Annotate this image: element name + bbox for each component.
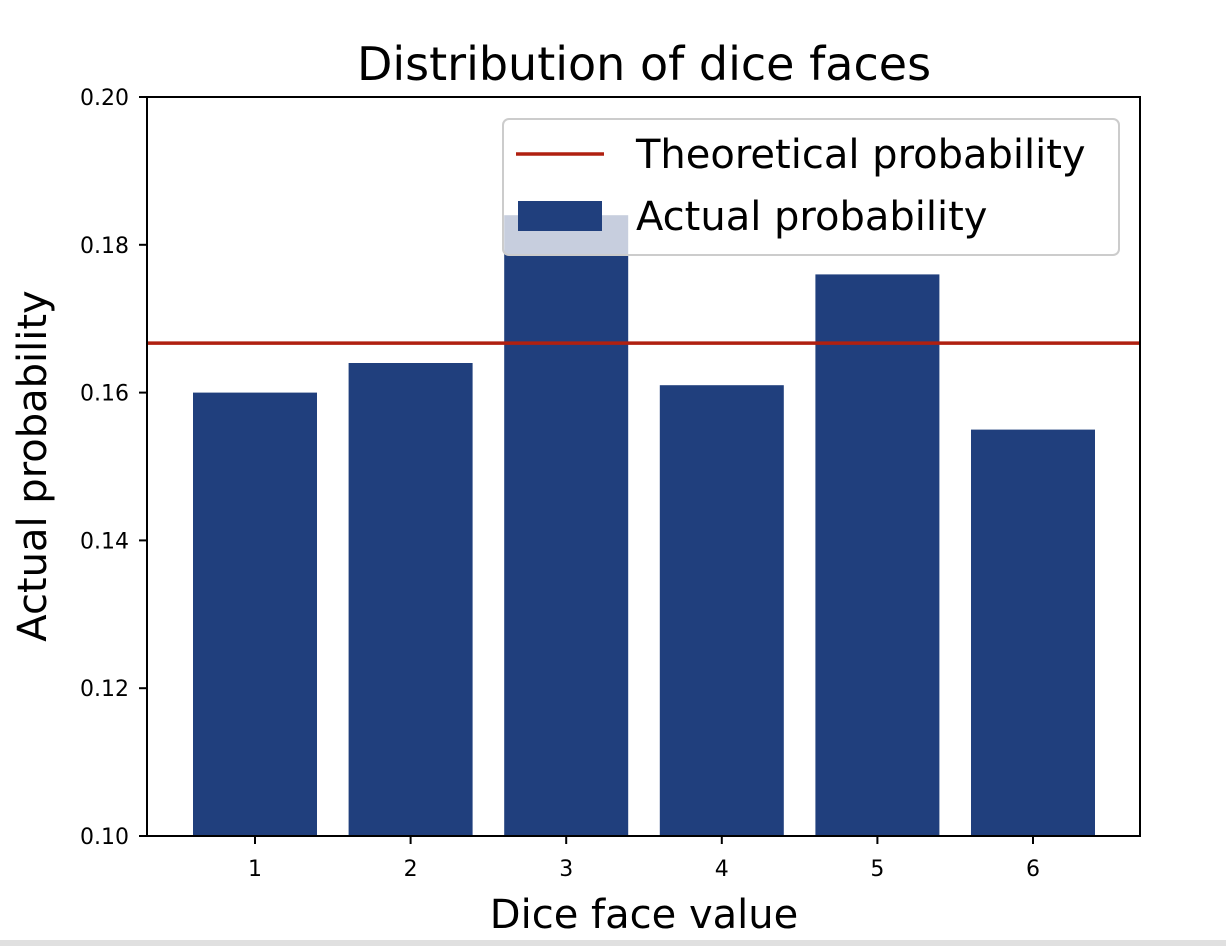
window-bottom-edge (0, 940, 1226, 946)
bar-face-6 (971, 429, 1095, 836)
x-tick-label: 4 (715, 857, 729, 882)
bars-group (193, 215, 1095, 836)
bar-face-1 (193, 392, 317, 836)
y-tick-label: 0.18 (80, 234, 129, 259)
legend-label-theoretical: Theoretical probability (635, 132, 1086, 178)
x-tick-label: 5 (870, 857, 884, 882)
legend-bar-swatch (518, 201, 602, 231)
y-tick-label: 0.12 (80, 677, 129, 702)
x-axis: 1 2 3 4 5 6 (248, 836, 1040, 882)
y-tick-label: 0.10 (80, 825, 129, 850)
y-axis: 0.10 0.12 0.14 0.16 0.18 0.20 (80, 86, 147, 850)
y-tick-label: 0.20 (80, 86, 129, 111)
y-tick-label: 0.16 (80, 382, 129, 407)
bar-face-3 (504, 215, 629, 836)
x-tick-label: 1 (248, 857, 262, 882)
x-tick-label: 3 (559, 857, 573, 882)
legend-label-actual: Actual probability (636, 194, 987, 240)
legend-box (502, 118, 1120, 256)
x-axis-label: Dice face value (490, 892, 798, 938)
x-tick-label: 2 (404, 857, 418, 882)
y-tick-label: 0.14 (80, 529, 129, 554)
bar-face-2 (348, 363, 473, 836)
bar-face-4 (659, 385, 784, 836)
x-tick-label: 6 (1026, 857, 1040, 882)
plot-frame (146, 96, 1141, 837)
legend: Theoretical probability Actual probabili… (502, 118, 1120, 256)
y-axis-label: Actual probability (10, 290, 56, 641)
bar-face-5 (815, 274, 940, 836)
chart-title: Distribution of dice faces (357, 37, 931, 91)
